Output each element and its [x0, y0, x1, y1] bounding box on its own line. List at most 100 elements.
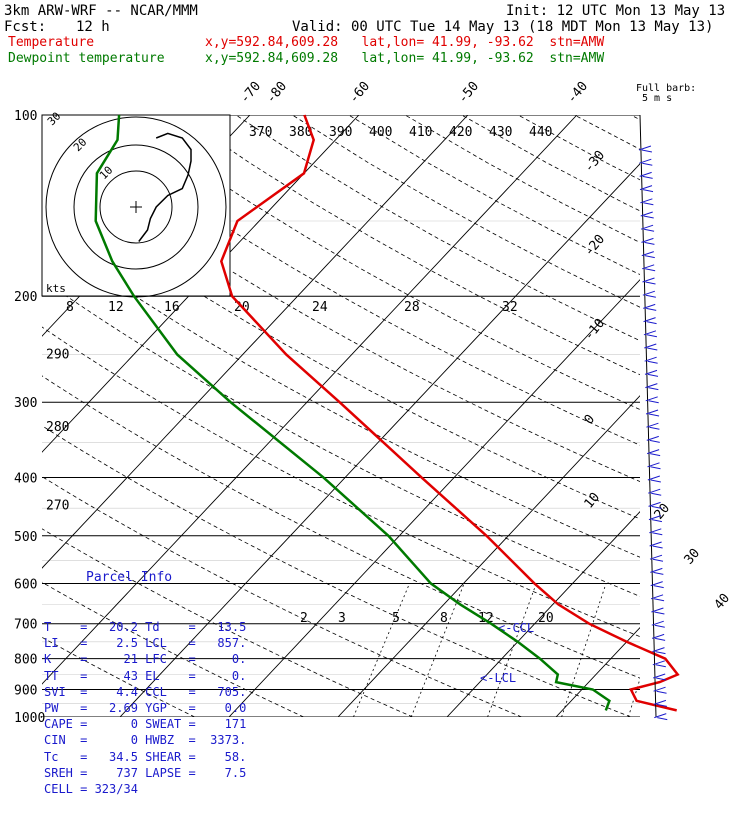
theta-label: 430	[489, 125, 512, 140]
mixing-ratio-label: 5	[392, 611, 400, 626]
temperature-tick-label: -30	[582, 148, 609, 176]
speed-tick-label: 16	[164, 300, 180, 315]
temperature-tick-label: -80	[264, 79, 291, 107]
pressure-label-200: 200	[14, 290, 37, 305]
wind-barb	[647, 348, 657, 350]
temperature-tick-label: -40	[564, 79, 591, 107]
wind-barb	[652, 533, 662, 535]
speed-tick-label: 28	[404, 300, 420, 315]
parcel-row: SVI = 4.4 CCL = 705.	[44, 684, 234, 700]
wind-barb	[649, 414, 659, 416]
theta-label: 390	[329, 125, 352, 140]
wind-barb	[650, 440, 660, 442]
parcel-row: CELL = 323/34	[44, 781, 234, 797]
theta-label: 420	[449, 125, 472, 140]
wind-barb	[650, 467, 660, 469]
theta-label: 440	[529, 125, 552, 140]
parcel-row: K = 21 LFC = 0.	[44, 651, 234, 667]
wind-barb	[651, 493, 661, 495]
temperature-tick-label: 30	[682, 546, 704, 568]
parcel-info-title: Parcel Info	[44, 570, 234, 586]
dry-adiabat	[180, 115, 740, 717]
theta-label: 370	[249, 125, 272, 140]
wind-barb	[643, 190, 653, 192]
wind-barb	[645, 269, 655, 271]
pressure-label-700: 700	[14, 618, 37, 633]
temperature-tick-label: -50	[455, 79, 482, 107]
lcl-marker: <-LCL	[480, 671, 516, 685]
pressure-label-400: 400	[14, 471, 37, 486]
theta-left-label: 280	[46, 420, 69, 435]
wind-barb	[644, 216, 654, 218]
wind-barb	[655, 625, 665, 627]
parcel-row: CAPE = 0 SWEAT = 171	[44, 716, 234, 732]
hodograph-units: kts	[46, 282, 66, 295]
wind-barb	[645, 256, 655, 258]
mixing-ratio-label: 8	[440, 611, 448, 626]
pressure-label-500: 500	[14, 530, 37, 545]
mixing-ratio-label: 2	[300, 611, 308, 626]
speed-tick-label: 12	[108, 300, 124, 315]
mixing-ratio-line	[411, 583, 464, 717]
wind-barb	[655, 652, 665, 654]
wind-barb	[642, 150, 652, 152]
temperature-tick-label: 40	[712, 591, 734, 613]
pressure-label-100: 100	[14, 109, 37, 124]
skewt-chart: 3km ARW-WRF -- NCAR/MMM Init: 12 UTC Mon…	[0, 0, 740, 740]
wind-barb	[643, 176, 653, 178]
theta-left-label: 270	[46, 498, 69, 513]
wind-barb	[649, 427, 659, 429]
dry-adiabat	[405, 115, 740, 717]
parcel-row: SREH = 737 LAPSE = 7.5	[44, 765, 234, 781]
parcel-row: PW = 2.69 YGP = 0.0	[44, 700, 234, 716]
speed-tick-label: 24	[312, 300, 328, 315]
wind-barb	[644, 229, 654, 231]
wind-barb	[649, 401, 659, 403]
dry-adiabat	[349, 115, 740, 717]
wind-barb	[654, 586, 664, 588]
wind-barb	[642, 163, 652, 165]
parcel-row: CIN = 0 HWBZ = 3373.	[44, 732, 234, 748]
temperature-tick-label: -60	[346, 79, 373, 107]
theta-label: 410	[409, 125, 432, 140]
wind-barb	[653, 572, 663, 574]
wind-barb	[644, 242, 654, 244]
mixing-ratio-label: 20	[538, 611, 554, 626]
parcel-row: TT = 43 EL = 0.	[44, 668, 234, 684]
temperature-tick-label: -10	[582, 316, 609, 344]
parcel-row: Tc = 34.5 SHEAR = 58.	[44, 749, 234, 765]
wind-barb	[647, 322, 657, 324]
pressure-label-1000: 1000	[14, 711, 45, 726]
temperature-line	[221, 115, 677, 710]
wind-barb	[648, 374, 658, 376]
pressure-label-600: 600	[14, 577, 37, 592]
isotherm	[338, 115, 740, 717]
parcel-row: T = 20.2 Td = 13.5	[44, 619, 234, 635]
pressure-label-800: 800	[14, 653, 37, 668]
wind-barb	[656, 665, 666, 667]
wind-barb	[657, 718, 667, 720]
wind-barb	[653, 559, 663, 561]
pressure-label-900: 900	[14, 683, 37, 698]
wind-barb	[646, 295, 656, 297]
parcel-row: LI = 2.5 LCL = 857.	[44, 635, 234, 651]
wind-barb	[648, 388, 658, 390]
wind-barb	[646, 308, 656, 310]
mixing-ratio-line	[562, 583, 606, 717]
wind-barb	[651, 480, 661, 482]
wind-barb	[653, 546, 663, 548]
dry-adiabat	[631, 115, 740, 717]
wind-barb	[650, 454, 660, 456]
wind-barb	[657, 691, 667, 693]
wind-barb	[654, 599, 664, 601]
temperature-tick-label: -20	[582, 232, 609, 260]
theta-label: 400	[369, 125, 392, 140]
wind-staff-axis	[640, 115, 656, 717]
wind-barb	[647, 335, 657, 337]
pressure-label-300: 300	[14, 396, 37, 411]
theta-left-label: 290	[46, 348, 69, 363]
wind-barb	[646, 282, 656, 284]
speed-tick-label: 8	[66, 300, 74, 315]
